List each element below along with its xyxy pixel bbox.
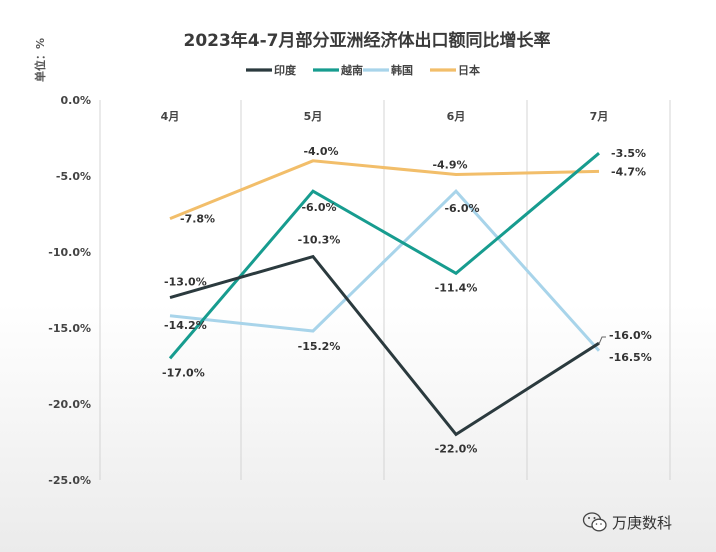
- data-label-korea: -6.0%: [444, 202, 479, 215]
- series-lines: [168, 152, 601, 437]
- y-tick-label: 0.0%: [60, 94, 91, 107]
- x-category-label: 7月: [590, 110, 609, 123]
- series-line-india: [169, 254, 600, 437]
- data-label-india: -13.0%: [164, 276, 207, 289]
- data-label-korea: -15.2%: [298, 340, 341, 353]
- gridlines: [99, 100, 671, 480]
- y-tick-label: -20.0%: [48, 398, 91, 411]
- y-tick-label: -25.0%: [48, 474, 91, 487]
- label-leader-line: [598, 336, 606, 345]
- data-label-india: -10.3%: [298, 234, 341, 247]
- legend-label: 越南: [340, 63, 363, 77]
- data-label-india: -16.0%: [609, 329, 652, 342]
- y-tick-label: -5.0%: [56, 170, 91, 183]
- series-line-japan: [169, 159, 600, 220]
- series-line-korea: [169, 189, 601, 352]
- x-category-label: 6月: [447, 110, 466, 123]
- data-label-korea: -14.2%: [164, 319, 207, 332]
- data-label-vietnam: -3.5%: [611, 147, 646, 160]
- legend-label: 日本: [458, 63, 480, 77]
- y-tick-label: -10.0%: [48, 246, 91, 259]
- y-axis-unit: 单位：%: [33, 38, 47, 82]
- legend: 印度 越南 韩国 日本: [246, 63, 480, 77]
- data-label-japan: -7.8%: [180, 213, 215, 226]
- data-label-vietnam: -17.0%: [162, 366, 205, 379]
- data-label-japan: -4.0%: [303, 145, 338, 158]
- x-category-label: 4月: [161, 110, 180, 123]
- y-tick-label: -15.0%: [48, 322, 91, 335]
- x-axis-categories: 4月 5月 6月 7月: [161, 110, 609, 123]
- data-label-korea: -16.5%: [609, 351, 652, 364]
- data-label-japan: -4.7%: [611, 165, 646, 178]
- watermark-text: 万庚数科: [612, 514, 672, 532]
- series-line-vietnam: [168, 152, 600, 360]
- wechat-icon: [582, 512, 607, 532]
- chart-title: 2023年4-7月部分亚洲经济体出口额同比增长率: [183, 30, 550, 51]
- data-label-vietnam: -6.0%: [301, 201, 336, 214]
- y-axis-ticks: 0.0% -5.0% -10.0% -15.0% -20.0% -25.0%: [48, 94, 91, 487]
- data-labels: -13.0% -10.3% -22.0% -16.0% -17.0% -6.0% -11.4…: [162, 145, 652, 456]
- data-label-india: -22.0%: [435, 442, 478, 455]
- data-label-vietnam: -11.4%: [435, 281, 478, 294]
- watermark: 万庚数科: [582, 512, 672, 532]
- legend-label: 印度: [274, 63, 297, 77]
- x-category-label: 5月: [304, 110, 323, 123]
- data-label-japan: -4.9%: [432, 158, 467, 171]
- legend-label: 韩国: [391, 63, 413, 77]
